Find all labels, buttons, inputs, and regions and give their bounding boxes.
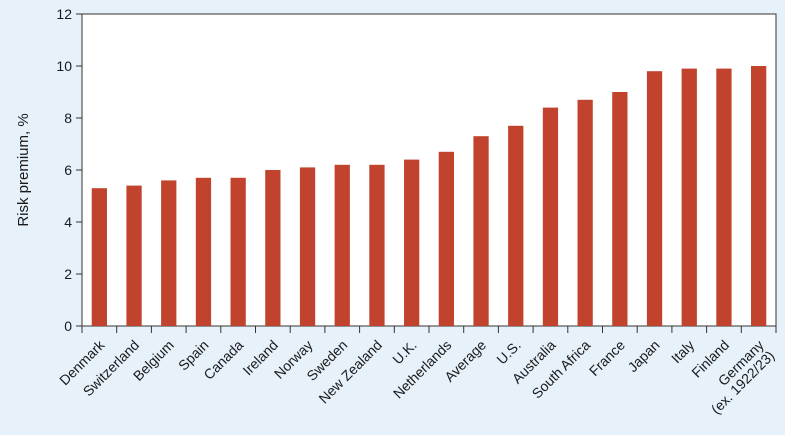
y-axis: 0 2 4 6 8 10 12 — [56, 6, 82, 334]
bar — [230, 177, 246, 326]
bar — [91, 188, 107, 326]
plot-area — [81, 13, 777, 327]
bar — [265, 170, 281, 326]
bar — [404, 159, 420, 326]
x-category-label: U.S. — [493, 337, 524, 368]
x-category-label: Italy — [668, 337, 697, 366]
bar — [542, 107, 559, 326]
bar — [369, 164, 385, 326]
x-category-label: Japan — [624, 337, 662, 375]
y-tick-label: 10 — [56, 58, 72, 74]
bar — [681, 68, 697, 326]
bar — [716, 68, 732, 326]
bars — [91, 66, 767, 326]
y-tick-label: 6 — [64, 162, 72, 178]
bar — [334, 164, 350, 326]
bar — [646, 71, 663, 326]
bar — [577, 99, 593, 326]
y-tick-label: 4 — [64, 214, 72, 230]
bar — [126, 185, 142, 326]
x-category-label: Canada — [200, 337, 246, 383]
x-category-label: U.K. — [389, 337, 420, 368]
bar — [751, 66, 767, 326]
y-tick-label: 2 — [64, 266, 72, 282]
bar — [195, 177, 212, 326]
bar — [299, 167, 316, 326]
bar — [438, 151, 454, 326]
x-category-label: France — [586, 337, 628, 379]
y-tick-label: 0 — [64, 318, 72, 334]
bar — [508, 125, 524, 326]
y-tick-label: 8 — [64, 110, 72, 126]
y-tick-label: 12 — [56, 6, 72, 22]
bar — [161, 180, 177, 326]
x-axis: DenmarkSwitzerlandBelgiumSpainCanadaIrel… — [56, 326, 777, 417]
bar — [612, 92, 628, 326]
bar — [473, 136, 489, 326]
y-axis-label: Risk premium, % — [15, 113, 32, 226]
